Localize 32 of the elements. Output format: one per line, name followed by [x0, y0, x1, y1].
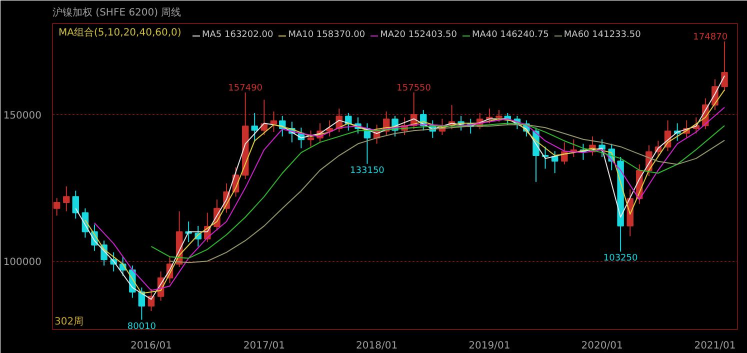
legend-label: MA10 158370.00	[288, 30, 366, 40]
candlestick	[251, 112, 258, 142]
candlestick	[53, 198, 60, 216]
y-tick-label: 150000	[3, 110, 42, 122]
y-tick-label: 100000	[3, 257, 42, 268]
candlestick	[496, 110, 502, 122]
x-tick-label: 2017/01	[243, 340, 285, 352]
legend-title: MA组合(5,10,20,40,60,0)	[58, 26, 182, 38]
candlestick	[72, 190, 80, 220]
legend-label: MA5 163202.00	[202, 30, 274, 40]
x-tick-label: 2019/01	[468, 340, 510, 352]
candlestick	[345, 112, 352, 132]
annotation: 302周	[54, 316, 84, 328]
legend-label: MA20 152403.50	[380, 30, 457, 40]
candlestick	[63, 186, 70, 212]
chart-title: 沪镍加权 (SHFE 6200) 周线	[52, 6, 182, 18]
x-tick-label: 2020/01	[581, 340, 623, 352]
annotation: 80010	[127, 322, 156, 332]
annotation: 103250	[603, 254, 638, 264]
x-tick-label: 2018/01	[356, 340, 398, 352]
annotation: 174870	[693, 32, 728, 42]
x-tick-label: 2016/01	[130, 340, 172, 352]
annotation: 133150	[350, 166, 385, 176]
annotation: 157490	[228, 83, 263, 94]
legend-label: MA40 146240.75	[472, 30, 549, 40]
candlestick	[561, 142, 568, 165]
annotation: 157550	[396, 83, 432, 94]
legend-label: MA60 141233.50	[564, 30, 641, 40]
x-tick-label: 2021/01	[694, 340, 736, 352]
candlestick	[270, 111, 278, 133]
candlestick	[721, 40, 728, 92]
candlestick	[307, 130, 314, 148]
